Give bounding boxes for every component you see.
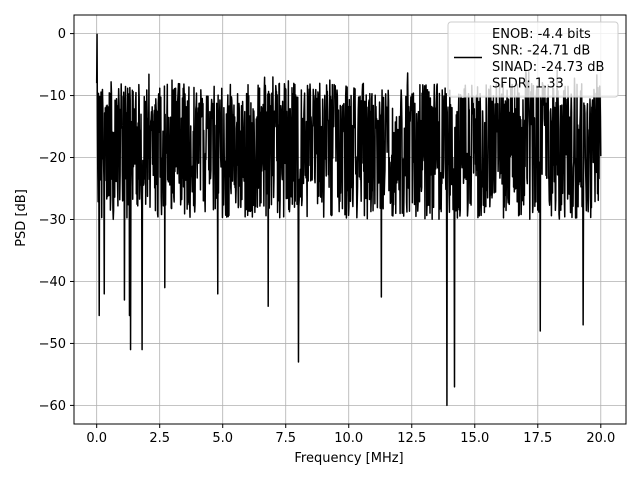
y-tick-label-1: −10 [39,89,66,104]
y-tick-label-4: −40 [39,275,66,290]
legend-entry-2: SINAD: -24.73 dB [492,60,604,75]
y-tick-label-5: −50 [39,337,66,352]
x-tick-label-0: 0.0 [86,431,107,446]
legend-entry-3: SFDR: 1.33 [492,77,564,92]
x-tick-label-8: 20.0 [586,431,615,446]
y-tick-label-0: 0 [58,27,66,42]
y-tick-label-2: −20 [39,151,66,166]
x-tick-label-4: 10.0 [334,431,363,446]
axes-layer: 0.0 2.5 5.0 7.5 10.0 12.5 15.0 17.5 20.0 0 −10 −20 −… [39,14,627,446]
x-tick-label-5: 12.5 [397,431,426,446]
legend-entry-1: SNR: -24.71 dB [492,44,590,59]
x-tick-label-3: 7.5 [275,431,296,446]
series-layer [95,33,602,407]
x-axis-label: Frequency [MHz] [294,451,403,466]
legend-box [447,21,619,98]
x-tick-label-2: 5.0 [212,431,233,446]
legend-entry-0: ENOB: -4.4 bits [492,27,591,42]
x-tick-label-1: 2.5 [149,431,170,446]
y-tick-label-3: −30 [39,213,66,228]
x-tick-label-6: 15.0 [460,431,489,446]
y-axis-label: PSD [dB] [14,189,29,247]
psd-series-line [95,33,602,407]
x-tick-label-7: 17.5 [523,431,552,446]
y-tick-label-6: −60 [39,399,66,414]
